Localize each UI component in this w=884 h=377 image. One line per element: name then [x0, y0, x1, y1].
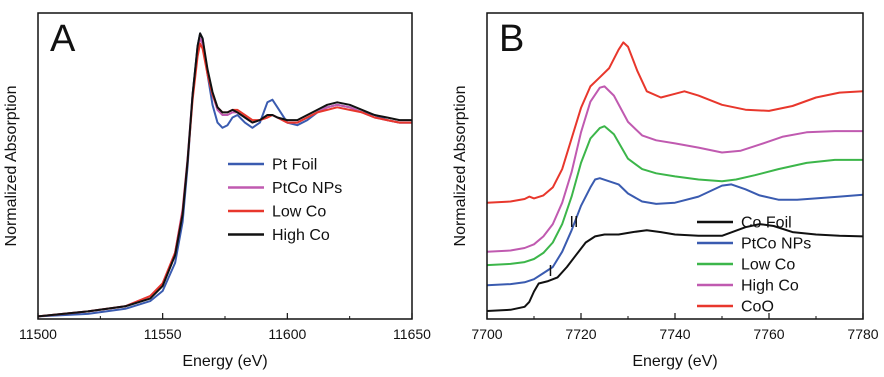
- panel-letter: A: [50, 18, 76, 60]
- annotation-label: I: [548, 263, 552, 280]
- legend-label: Low Co: [741, 257, 795, 274]
- legend-label: PtCo NPs: [272, 180, 342, 197]
- legend-label: High Co: [741, 278, 799, 295]
- y-axis-title: Normalized Absorption: [452, 86, 469, 247]
- x-axis-title: Energy (eV): [632, 353, 717, 370]
- plot-frame: [37, 12, 413, 320]
- legend-label: CoO: [741, 299, 774, 316]
- legend-label: Pt Foil: [272, 157, 317, 174]
- x-tick-label: 11500: [19, 326, 57, 342]
- series-line-high-co: [486, 85, 863, 253]
- legend-label: High Co: [272, 227, 330, 244]
- legend-label: PtCo NPs: [741, 236, 811, 253]
- x-axis-title: Energy (eV): [182, 353, 267, 370]
- series-line-ptco-nps: [486, 177, 864, 287]
- series-line-low-co: [37, 42, 412, 318]
- x-tick-label: 7740: [659, 326, 690, 342]
- series-line-coo: [486, 41, 864, 204]
- legend-label: Co Foil: [741, 215, 792, 232]
- panel-a: 11500 11550 11600 11650 Energy (eV) Normalize…: [3, 12, 431, 370]
- series-line-high-co: [37, 32, 412, 318]
- annotation-label: II: [570, 214, 579, 231]
- series-line-co-foil: [486, 223, 864, 312]
- x-tick-label: 7720: [565, 326, 596, 342]
- x-tick-label: 11650: [393, 326, 431, 342]
- legend-label: Low Co: [272, 204, 326, 221]
- y-axis-title: Normalized Absorption: [3, 86, 20, 247]
- x-tick-label: 7780: [847, 326, 878, 342]
- series-line-pt-foil: [37, 32, 412, 318]
- x-tick-label: 7760: [753, 326, 784, 342]
- panel-letter: B: [499, 18, 524, 60]
- x-tick-label: 11600: [268, 326, 306, 342]
- x-tick-label: 7700: [471, 326, 502, 342]
- panel-b: 7700 7720 7740 7760 7780 Energy (eV) Normalize…: [452, 12, 879, 370]
- x-tick-label: 11550: [144, 326, 182, 342]
- legend: Pt Foil PtCo NPs Low Co High Co: [228, 157, 342, 244]
- series-line-low-co: [486, 125, 863, 267]
- legend: Co Foil PtCo NPs Low Co High Co CoO: [697, 215, 811, 316]
- series-line-ptco-nps: [37, 37, 412, 318]
